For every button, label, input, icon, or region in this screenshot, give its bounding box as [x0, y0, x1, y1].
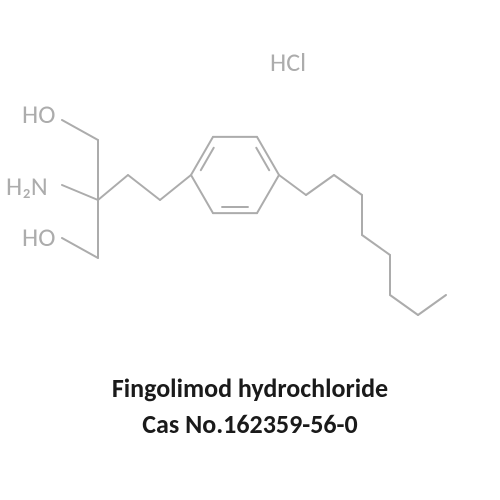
compound-cas: Cas No.162359-56-0	[0, 408, 500, 440]
label-oh-bottom: HO	[22, 221, 55, 253]
label-oh-top: HO	[22, 98, 55, 130]
label-hcl: HCl	[270, 46, 306, 78]
label-nh2: H₂N	[6, 170, 48, 202]
compound-name: Fingolimod hydrochloride	[0, 372, 500, 404]
